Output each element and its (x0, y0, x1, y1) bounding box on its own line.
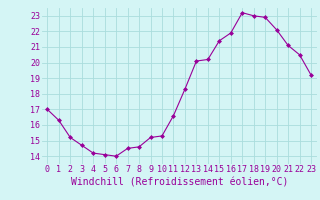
X-axis label: Windchill (Refroidissement éolien,°C): Windchill (Refroidissement éolien,°C) (70, 177, 288, 187)
